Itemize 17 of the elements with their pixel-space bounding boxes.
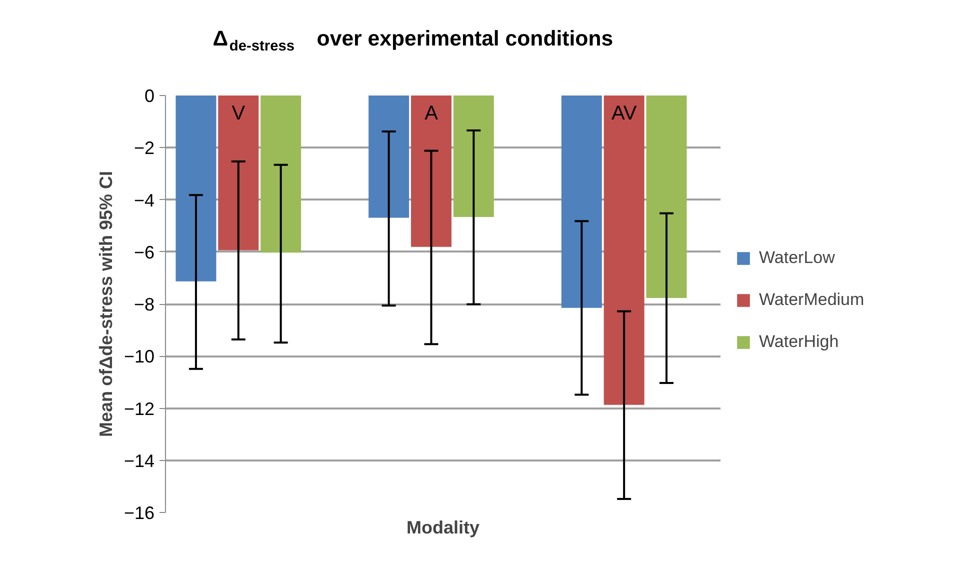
y-tick-label: −16 — [124, 503, 155, 523]
y-tick-label: −12 — [124, 398, 155, 419]
legend-label: WaterHigh — [759, 332, 839, 352]
y-tick-label: −2 — [134, 138, 155, 158]
y-tick-label: −4 — [134, 190, 155, 210]
legend-label: WaterMedium — [759, 290, 864, 310]
y-axis-title: Mean ofΔde-stress with 95% CI — [96, 170, 116, 437]
legend-label: WaterLow — [759, 248, 835, 268]
y-tick-label: 0 — [144, 86, 155, 106]
x-tick-label: V — [232, 102, 246, 124]
x-tick-label: AV — [611, 102, 638, 124]
x-tick-label: A — [424, 102, 439, 124]
y-tick-label: −6 — [134, 242, 155, 262]
y-tick-label: −8 — [134, 294, 155, 314]
y-tick-label: −14 — [124, 450, 155, 471]
y-tick-label: −10 — [124, 346, 155, 367]
x-axis-title: Modality — [406, 518, 480, 538]
